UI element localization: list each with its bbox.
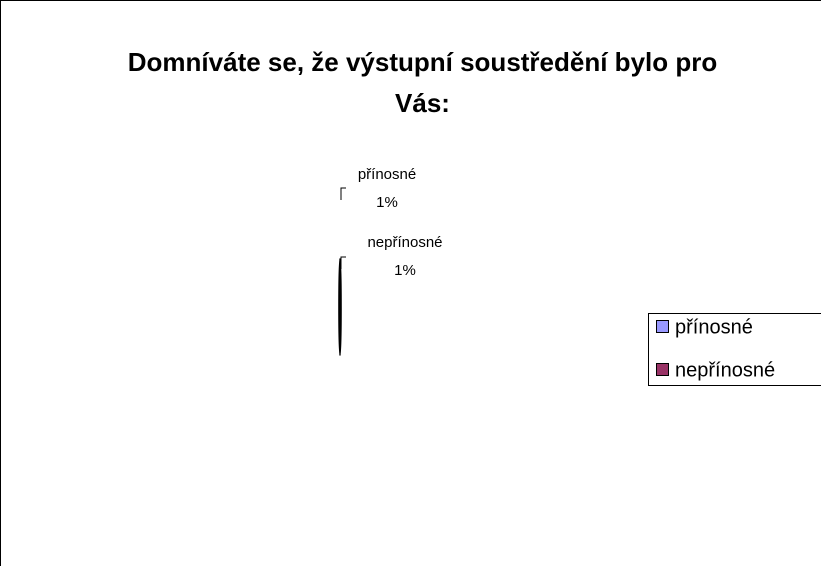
leader-line [340,256,346,269]
data-label-name: přínosné [358,166,416,183]
leader-line [340,187,346,200]
data-label-name: nepřínosné [367,234,442,251]
data-label-value: 1% [394,262,416,279]
legend-box [648,313,821,386]
legend-swatch [656,320,669,333]
data-label-value: 1% [376,194,398,211]
pie-slice [338,258,341,356]
legend-label: nepřínosné [675,359,775,381]
chart-title: Domníváte se, že výstupní soustředění by… [127,47,718,118]
legend-label: přínosné [675,316,753,338]
legend-swatch [656,363,669,376]
